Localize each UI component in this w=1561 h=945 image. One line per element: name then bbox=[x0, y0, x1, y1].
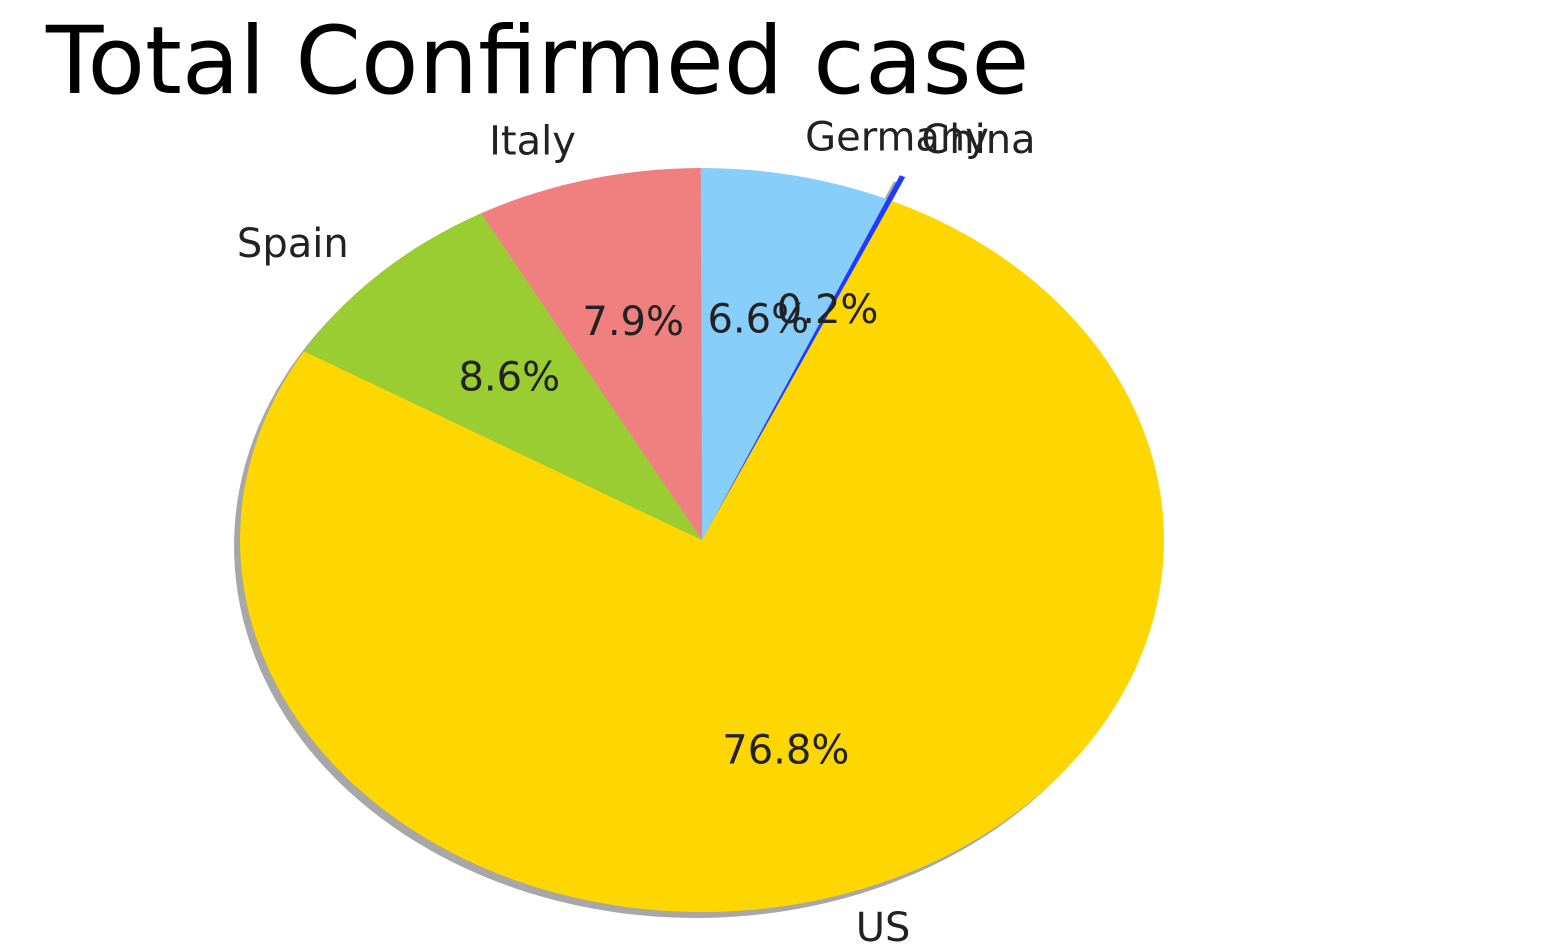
pie-slices bbox=[240, 168, 1164, 912]
pct-label-us: 76.8% bbox=[722, 728, 849, 774]
slice-label-italy: Italy bbox=[489, 119, 576, 165]
percent-labels: 76.8% 0.2%6.6% 7.9% 8.6% bbox=[458, 287, 878, 774]
slice-label-spain: Spain bbox=[237, 221, 349, 267]
slice-us bbox=[240, 200, 1164, 912]
pct-label-italy: 7.9% bbox=[582, 299, 684, 345]
slice-label-china: China bbox=[921, 117, 1035, 163]
chart-title: Total Confirmed case bbox=[46, 7, 1030, 116]
slice-label-germany: Germany bbox=[805, 114, 989, 160]
slice-spain bbox=[303, 213, 702, 541]
pct-label-spain: 8.6% bbox=[458, 355, 560, 401]
pct-label-china: 0.2% bbox=[777, 287, 879, 333]
slice-italy bbox=[481, 168, 702, 540]
slice-germany bbox=[700, 168, 887, 540]
slice-china bbox=[715, 175, 906, 517]
slice-label-us: US bbox=[856, 905, 911, 945]
pct-label-germany: 6.6% bbox=[707, 296, 809, 342]
